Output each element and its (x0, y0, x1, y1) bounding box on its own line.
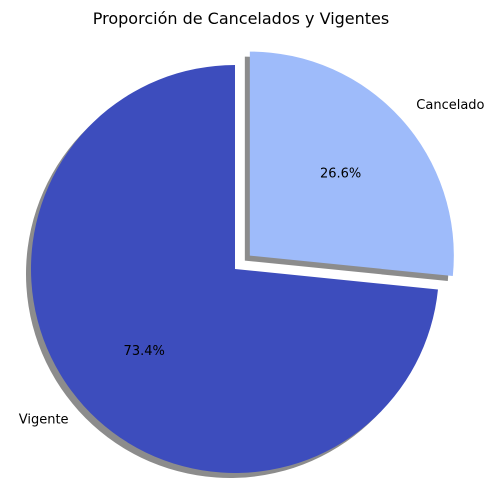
pct-label-vigente: 73.4% (124, 344, 165, 359)
slice-label-vigente: Vigente (19, 413, 69, 428)
slice-label-cancelado: Cancelado (416, 98, 484, 113)
pct-label-cancelado: 26.6% (320, 166, 361, 181)
chart-title: Proporción de Cancelados y Vigentes (93, 9, 389, 28)
slice-layer (31, 51, 454, 474)
label-layer: 26.6% Cancelado 73.4% Vigente (19, 98, 485, 427)
pie-slice-vigente (31, 65, 438, 474)
pie-slice-cancelado (249, 51, 454, 277)
